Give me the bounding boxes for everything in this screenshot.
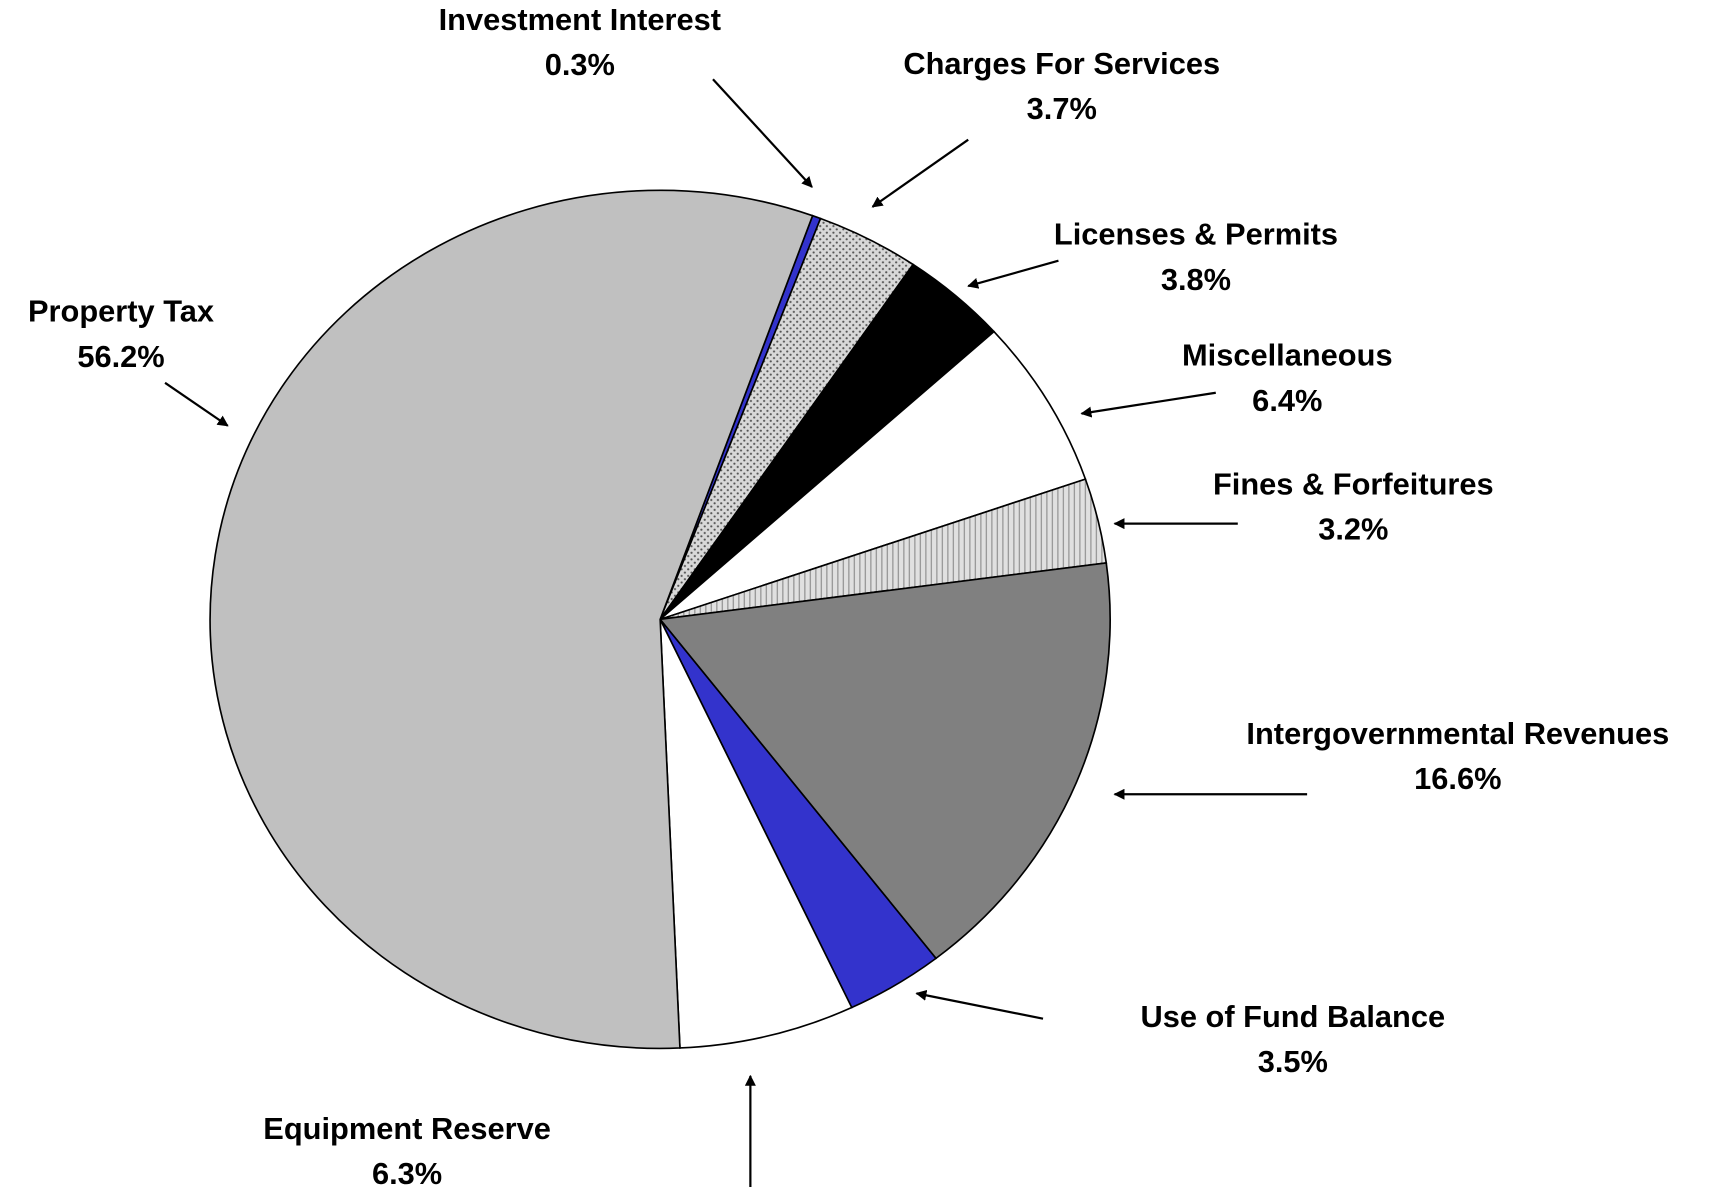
leader-arrow	[871, 138, 969, 208]
slice-value-label: 3.5%	[1258, 1044, 1328, 1079]
slice-label: Use of Fund Balance	[1140, 999, 1445, 1034]
leader-arrow	[744, 1074, 756, 1187]
slice-label: Charges For Services	[903, 46, 1220, 81]
slice-value-label: 6.4%	[1252, 383, 1322, 418]
slice-label: Fines & Forfeitures	[1213, 466, 1494, 501]
slice-label: Investment Interest	[439, 2, 721, 37]
leader-arrow	[1080, 391, 1216, 418]
leader-arrow	[967, 259, 1059, 289]
pie-slice	[658, 561, 1111, 960]
slice-value-label: 56.2%	[77, 339, 164, 374]
slice-value-label: 3.8%	[1161, 262, 1231, 297]
slice-value-label: 6.3%	[372, 1156, 442, 1187]
slice-value-label: 16.6%	[1414, 761, 1501, 796]
leader-arrow	[164, 381, 229, 427]
leader-arrow	[915, 989, 1044, 1020]
slice-label: Property Tax	[28, 294, 214, 329]
slice-label: Equipment Reserve	[263, 1111, 551, 1146]
slice-value-label: 0.3%	[545, 47, 615, 82]
slice-label: Licenses & Permits	[1054, 217, 1338, 252]
slice-value-label: 3.2%	[1318, 511, 1388, 546]
leader-arrow	[712, 78, 813, 188]
pie-slice	[659, 330, 1087, 621]
slice-label: Intergovernmental Revenues	[1246, 716, 1669, 751]
pie-slice	[209, 189, 814, 1050]
slice-value-label: 3.7%	[1027, 91, 1097, 126]
pie-slice	[659, 618, 853, 1049]
slice-label: Miscellaneous	[1182, 338, 1393, 373]
